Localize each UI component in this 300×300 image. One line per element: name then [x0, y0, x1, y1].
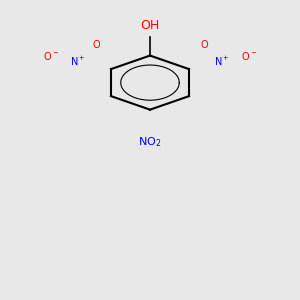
- Text: N$^+$: N$^+$: [214, 54, 230, 68]
- Text: NO$_2$: NO$_2$: [138, 135, 162, 149]
- Text: O$^-$: O$^-$: [43, 50, 59, 61]
- Text: O: O: [200, 40, 208, 50]
- Text: OH: OH: [140, 19, 160, 32]
- Text: O$^-$: O$^-$: [241, 50, 257, 61]
- Text: O: O: [92, 40, 100, 50]
- Text: N$^+$: N$^+$: [70, 54, 86, 68]
